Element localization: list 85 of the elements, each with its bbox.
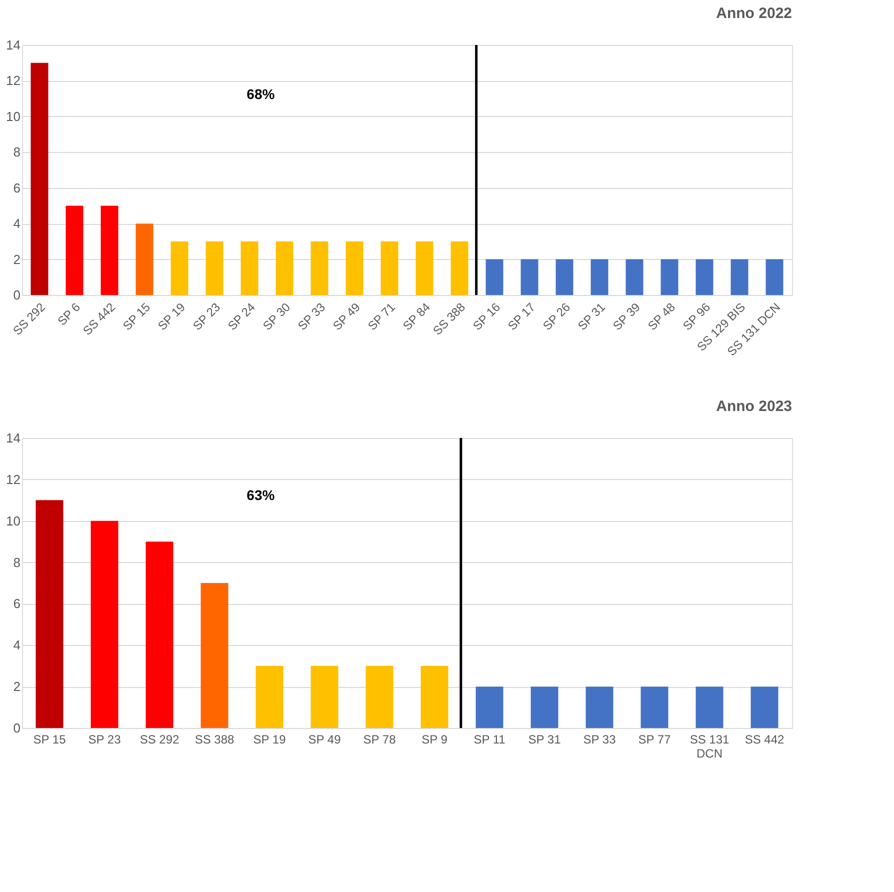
bar (136, 224, 154, 295)
x-tick-label: SS 292 (140, 732, 180, 746)
x-tick-label: SP 9 (422, 732, 448, 746)
x-tick-label: SP 33 (583, 732, 616, 746)
x-tick-label: SS 292 (10, 300, 48, 338)
bar (100, 206, 118, 295)
bar (256, 666, 284, 728)
x-tick-label: SP 24 (225, 300, 258, 333)
bar (310, 241, 328, 295)
x-tick-label: SP 49 (308, 732, 342, 746)
y-tick-label: 6 (13, 180, 20, 196)
x-tick-label: SP 15 (120, 300, 154, 333)
y-tick-label: 14 (6, 38, 20, 52)
bar (276, 241, 294, 295)
y-tick-label: 2 (13, 252, 20, 267)
y-tick-label: 2 (13, 679, 20, 694)
x-tick-label: SP 77 (638, 732, 672, 746)
x-tick-label: SP 26 (540, 300, 574, 333)
x-tick-label: SP 11 (474, 732, 506, 746)
bar (730, 259, 748, 295)
x-tick-label: SP 78 (363, 732, 396, 746)
x-tick-label: SP 16 (470, 300, 504, 333)
x-tick-label: SP 23 (88, 732, 122, 746)
y-tick-label: 14 (6, 430, 20, 446)
bar (416, 241, 434, 295)
y-tick-label: 10 (6, 108, 20, 124)
bar (766, 259, 784, 295)
x-tick-label: SP 19 (253, 732, 286, 746)
bar (486, 259, 504, 295)
x-tick-label: SP 31 (575, 300, 608, 333)
y-tick-label: 4 (13, 216, 20, 232)
x-tick-label: SP 23 (190, 300, 224, 333)
y-tick-label: 0 (13, 288, 20, 302)
bar (586, 686, 614, 728)
x-tick-label: SP 49 (330, 300, 364, 333)
x-tick-label: SP 71 (365, 300, 398, 333)
x-tick-label: SS 442 (744, 732, 784, 746)
bar (206, 241, 224, 295)
y-tick-label: 4 (13, 638, 20, 653)
bar (146, 542, 174, 728)
x-tick-label: SP 15 (33, 732, 66, 746)
y-tick-label: 0 (13, 720, 20, 736)
bar (660, 259, 678, 295)
y-tick-label: 6 (13, 596, 20, 612)
bar (696, 686, 724, 728)
x-tick-label: SP 48 (645, 300, 678, 333)
bar (450, 241, 468, 295)
y-tick-label: 8 (13, 144, 20, 160)
bar (366, 666, 394, 728)
bar (200, 583, 228, 728)
y-tick-label: 12 (6, 472, 20, 487)
bar (310, 666, 338, 728)
bar (36, 500, 64, 728)
x-tick-label: SP 30 (260, 300, 294, 333)
chart-title: Anno 2023 (716, 398, 792, 415)
bar (420, 666, 448, 728)
bar (346, 241, 364, 295)
x-tick-label: SP 17 (505, 300, 538, 333)
bar (590, 259, 608, 295)
y-tick-label: 8 (13, 554, 20, 570)
y-tick-label: 10 (6, 513, 20, 528)
x-tick-label: SP 39 (610, 300, 644, 333)
bar (520, 259, 538, 295)
chart-title: Anno 2022 (716, 5, 792, 22)
x-tick-label: SP 33 (295, 300, 328, 333)
y-tick-label: 12 (6, 73, 20, 88)
bar (750, 686, 778, 728)
bar (90, 520, 118, 728)
bar (240, 241, 258, 295)
x-tick-label: SP 19 (155, 300, 188, 333)
x-tick-label: SP 31 (528, 732, 562, 746)
bar (640, 686, 668, 728)
bar (530, 686, 558, 728)
bar (170, 241, 188, 295)
bar (626, 259, 644, 295)
bar (30, 62, 48, 295)
annotation: 63% (246, 487, 276, 503)
bar (556, 259, 574, 295)
x-tick-label: SS 131 DCN (690, 732, 730, 760)
bar (476, 686, 504, 728)
bar (380, 241, 398, 295)
bar (66, 206, 84, 295)
annotation: 68% (246, 86, 276, 102)
bar (696, 259, 714, 295)
x-tick-label: SS 388 (194, 732, 234, 746)
